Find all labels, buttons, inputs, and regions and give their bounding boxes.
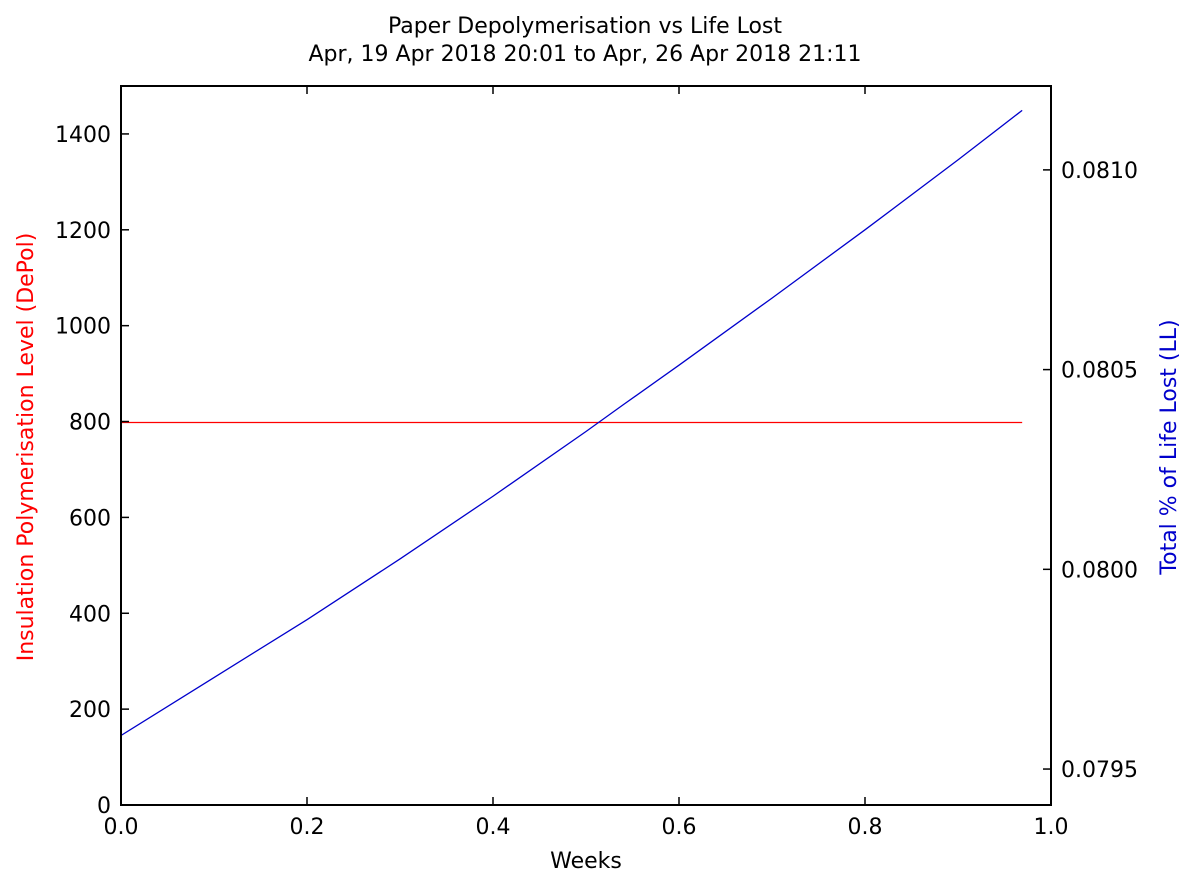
- x-tick-label: 0.4: [476, 815, 511, 840]
- y-right-tick-label: 0.0800: [1061, 558, 1138, 583]
- y-left-tick-label: 1000: [55, 315, 111, 340]
- x-tick-label: 1.0: [1034, 815, 1069, 840]
- x-axis-label: Weeks: [550, 849, 622, 874]
- x-axis-ticks: 0.0 0.2 0.4 0.6 0.8 1.0: [104, 86, 1069, 840]
- y-left-tick-label: 600: [69, 506, 111, 531]
- series-line-life-lost: [120, 109, 1023, 737]
- y-left-axis-label: Insulation Polymerisation Level (DePol): [14, 233, 39, 662]
- x-tick-label: 0.0: [104, 815, 139, 840]
- x-tick-label: 0.2: [290, 815, 325, 840]
- y-left-tick-label: 0: [97, 794, 111, 819]
- y-left-tick-label: 800: [69, 411, 111, 436]
- y-right-axis-ticks: 0.0795 0.0800 0.0805 0.0810: [1043, 159, 1138, 783]
- chart-subtitle: Apr, 19 Apr 2018 20:01 to Apr, 26 Apr 20…: [308, 42, 861, 67]
- y-right-tick-label: 0.0810: [1061, 159, 1138, 184]
- y-left-tick-label: 400: [69, 602, 111, 627]
- y-left-tick-label: 1400: [55, 123, 111, 148]
- x-tick-label: 0.8: [848, 815, 883, 840]
- x-tick-label: 0.6: [662, 815, 697, 840]
- plot-frame: [120, 85, 1052, 806]
- y-right-axis-label: Total % of Life Lost (LL): [1157, 319, 1182, 575]
- plot-area: [120, 109, 1023, 737]
- y-right-tick-label: 0.0805: [1061, 359, 1138, 384]
- y-left-tick-label: 200: [69, 698, 111, 723]
- y-right-tick-label: 0.0795: [1061, 758, 1138, 783]
- chart-title: Paper Depolymerisation vs Life Lost: [388, 14, 782, 39]
- y-left-axis-ticks: 0 200 400 600 800 1000 1200 1400: [55, 123, 129, 819]
- y-left-tick-label: 1200: [55, 219, 111, 244]
